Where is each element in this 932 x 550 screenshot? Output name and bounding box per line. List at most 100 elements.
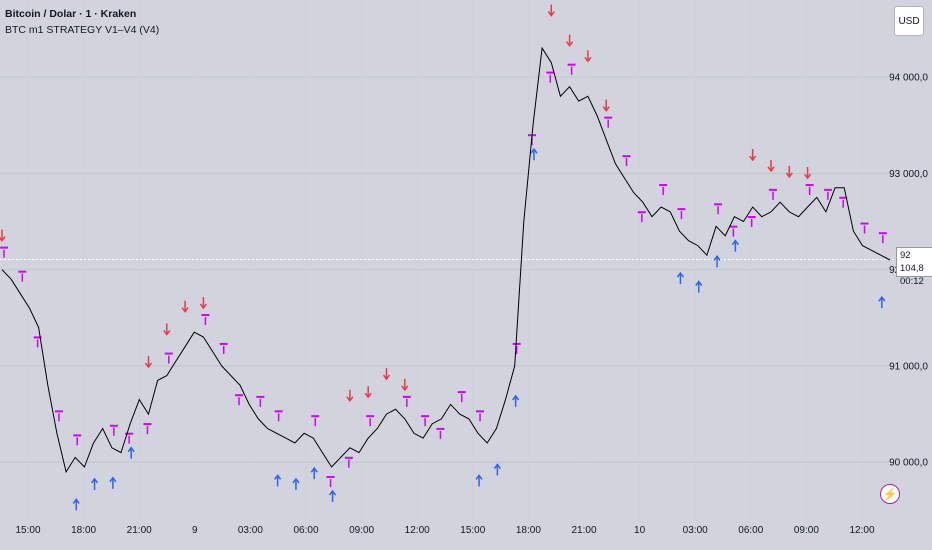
price-series xyxy=(1,46,891,474)
strategy-marker xyxy=(421,415,430,427)
strategy-marker xyxy=(839,196,848,208)
sell-arrow xyxy=(565,34,574,47)
strategy-marker xyxy=(344,456,353,468)
buy-arrow xyxy=(530,147,538,161)
x-tick-label: 10 xyxy=(634,525,646,536)
buy-arrow xyxy=(878,295,886,309)
strategy-marker xyxy=(366,415,375,427)
sell-arrow xyxy=(144,356,153,369)
sell-arrow xyxy=(767,159,775,173)
buy-arrow xyxy=(90,477,99,490)
x-tick-label: 03:00 xyxy=(238,525,263,536)
x-tick-label: 12:00 xyxy=(405,525,430,536)
y-tick-label: 90 000,0 xyxy=(889,458,928,469)
strategy-marker xyxy=(604,116,613,128)
strategy-marker xyxy=(311,415,320,427)
strategy-marker xyxy=(476,410,485,422)
last-price-label: 92 104,8 00:12 xyxy=(896,247,932,287)
strategy-marker xyxy=(457,391,466,403)
strategy-marker xyxy=(436,427,445,439)
x-tick-label: 18:00 xyxy=(71,525,96,536)
symbol-title[interactable]: Bitcoin / Dolar · 1 · Kraken xyxy=(5,8,137,20)
time-axis[interactable]: 15:00 18:00 21:00 9 03:00 06:00 09:00 12:00 15:0… xyxy=(15,525,874,536)
x-tick-label: 21:00 xyxy=(571,525,596,536)
strategy-marker xyxy=(823,188,832,200)
strategy-marker xyxy=(143,423,152,435)
strategy-marker xyxy=(402,395,411,407)
strategy-marker xyxy=(219,342,228,354)
grid-lines xyxy=(0,76,896,463)
y-tick-label: 94 000,0 xyxy=(889,73,928,84)
price-line xyxy=(1,46,891,474)
x-tick-label: 03:00 xyxy=(683,525,708,536)
sell-arrow xyxy=(804,167,812,180)
buy-arrow xyxy=(475,474,483,487)
sell-arrow xyxy=(602,99,610,112)
bar-countdown: 00:12 xyxy=(900,276,924,287)
strategy-marker xyxy=(512,342,521,354)
x-tick-label: 12:00 xyxy=(849,525,874,536)
chart-legend: Bitcoin / Dolar · 1 · Kraken BTC m1 STRA… xyxy=(5,6,159,38)
currency-button[interactable]: USD xyxy=(894,6,924,36)
sell-arrow xyxy=(785,165,793,179)
strategy-marker xyxy=(768,188,777,200)
strategy-marker xyxy=(0,246,8,258)
strategy-marker xyxy=(546,71,555,83)
strategy-marker xyxy=(201,314,210,326)
y-tick-label: 93 000,0 xyxy=(889,169,928,180)
strategy-marker xyxy=(747,216,756,228)
x-tick-label: 18:00 xyxy=(516,525,541,536)
strategy-marker xyxy=(860,222,869,234)
sell-arrow xyxy=(401,378,409,392)
strategy-marker xyxy=(235,394,244,406)
strategy-marker xyxy=(637,211,646,223)
strategy-marker xyxy=(567,63,576,75)
strategy-marker xyxy=(274,410,283,422)
strategy-marker xyxy=(18,270,27,282)
sell-arrow xyxy=(346,389,354,403)
strategy-marker xyxy=(714,203,723,215)
x-tick-label: 06:00 xyxy=(738,525,763,536)
strategy-marker xyxy=(878,232,887,244)
sell-arrow xyxy=(181,300,189,313)
buy-arrow xyxy=(127,446,135,459)
buy-arrow xyxy=(713,255,721,268)
sell-arrow xyxy=(163,323,171,336)
strategy-marker xyxy=(164,352,173,364)
x-tick-label: 09:00 xyxy=(794,525,819,536)
buy-arrow xyxy=(310,466,318,480)
buy-arrow xyxy=(512,394,520,407)
strategy-marker xyxy=(326,476,335,488)
strategy-marker xyxy=(622,155,631,167)
strategy-marker xyxy=(659,184,668,196)
x-tick-label: 06:00 xyxy=(293,525,318,536)
sell-arrow xyxy=(584,50,592,63)
buy-arrow xyxy=(695,280,703,293)
strategy-markers xyxy=(0,4,887,511)
buy-arrow xyxy=(676,271,685,285)
strategy-marker xyxy=(54,410,63,422)
buy-arrow xyxy=(493,463,501,476)
buy-arrow xyxy=(731,239,739,252)
x-tick-label: 9 xyxy=(192,525,198,536)
sell-arrow xyxy=(749,149,757,162)
bolt-icon[interactable]: ⚡ xyxy=(880,484,900,504)
buy-arrow xyxy=(274,474,282,487)
y-tick-label: 91 000,0 xyxy=(889,361,928,372)
buy-arrow xyxy=(72,498,80,511)
strategy-title[interactable]: BTC m1 STRATEGY V1–V4 (V4) xyxy=(5,24,160,36)
buy-arrow xyxy=(109,476,117,489)
x-tick-label: 09:00 xyxy=(349,525,374,536)
sell-arrow xyxy=(0,229,6,242)
strategy-marker xyxy=(109,424,118,436)
last-price-value: 92 104,8 xyxy=(900,250,924,274)
buy-arrow xyxy=(328,489,337,503)
sell-arrow xyxy=(382,368,391,381)
strategy-marker xyxy=(805,184,814,196)
strategy-marker xyxy=(677,208,686,220)
sell-arrow xyxy=(199,297,208,310)
strategy-marker xyxy=(73,434,82,446)
strategy-marker xyxy=(256,395,265,407)
strategy-marker xyxy=(729,225,738,237)
